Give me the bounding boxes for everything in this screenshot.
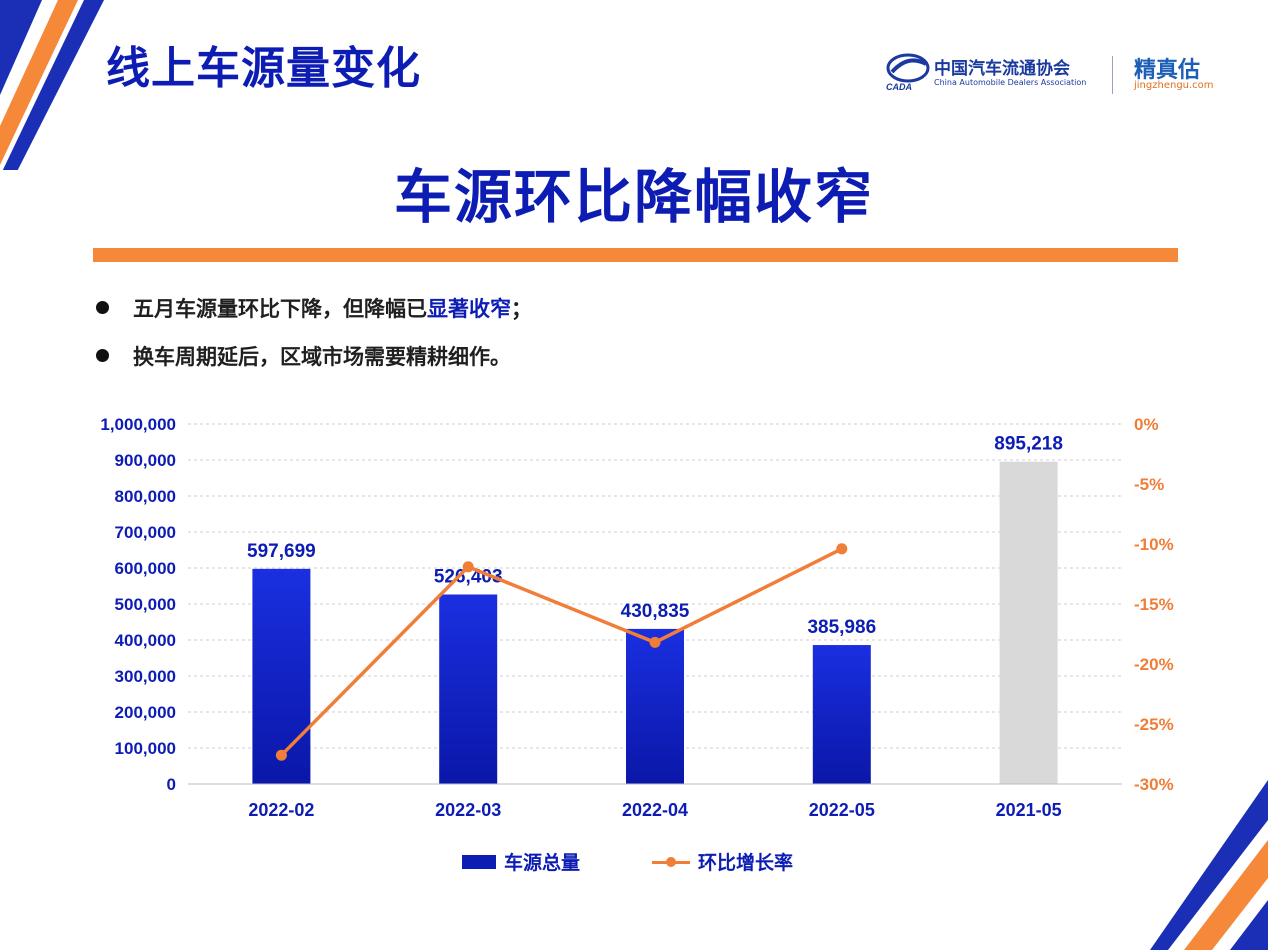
line-point xyxy=(836,543,848,555)
cada-logo-icon: CADA xyxy=(886,53,930,92)
bullet-item: 五月车源量环比下降，但降幅已显著收窄； xyxy=(96,293,532,323)
bar xyxy=(999,461,1058,784)
jzg-logo-url: jingzhengu.com xyxy=(1134,80,1214,91)
bar xyxy=(626,628,684,784)
left-axis-tick-label: 200,000 xyxy=(115,703,176,722)
left-axis-tick-label: 400,000 xyxy=(115,631,176,650)
top-left-stripes xyxy=(0,0,104,170)
left-axis-tick-label: 300,000 xyxy=(115,667,176,686)
bullet-dot-icon xyxy=(96,301,109,314)
line-point xyxy=(649,636,661,648)
growth-rate-line xyxy=(280,547,843,757)
bar-value-label: 385,986 xyxy=(807,617,876,638)
bar xyxy=(252,568,311,784)
legend-item-bars: 车源总量 xyxy=(462,848,580,875)
legend-bar-swatch-icon xyxy=(462,854,496,869)
cada-name-en: China Automobile Dealers Association xyxy=(934,78,1087,87)
bullet-text: 换车周期延后，区域市场需要精耕细作。 xyxy=(133,345,511,369)
legend-label-bars: 车源总量 xyxy=(504,852,581,874)
left-axis-tick-label: 1,000,000 xyxy=(100,415,176,434)
cada-name-cn: 中国汽车流通协会 xyxy=(934,59,1070,79)
x-axis-tick-label: 2022-02 xyxy=(248,800,314,820)
left-axis-tick-label: 700,000 xyxy=(115,523,176,542)
partner-logos: CADA 中国汽车流通协会 China Automobile Dealers A… xyxy=(884,48,1234,100)
legend-label-line: 环比增长率 xyxy=(698,852,794,874)
left-axis-tick-label: 100,000 xyxy=(115,739,176,758)
left-axis-tick-label: 900,000 xyxy=(115,451,176,470)
x-axis-tick-label: 2022-05 xyxy=(809,800,875,820)
headline-divider xyxy=(93,248,1178,262)
x-axis-tick-label: 2022-04 xyxy=(622,800,688,820)
bottom-right-stripes xyxy=(1150,780,1268,950)
right-axis-tick-label: -30% xyxy=(1134,775,1174,794)
left-axis-tick-label: 800,000 xyxy=(115,487,176,506)
right-axis-tick-label: -15% xyxy=(1134,595,1174,614)
bullet-highlight: 显著收窄 xyxy=(427,297,511,321)
line-point xyxy=(462,561,474,573)
legend-line-marker-icon xyxy=(652,855,690,869)
right-axis-tick-label: -25% xyxy=(1134,715,1174,734)
svg-text:CADA: CADA xyxy=(886,82,912,92)
x-axis-tick-label: 2022-03 xyxy=(435,800,501,820)
right-axis-tick-label: -5% xyxy=(1134,475,1164,494)
logo-divider xyxy=(1112,56,1113,94)
bullet-text: 五月车源量环比下降，但降幅已 xyxy=(133,297,427,321)
x-axis-tick-label: 2021-05 xyxy=(996,800,1062,820)
right-axis-tick-label: -20% xyxy=(1134,655,1174,674)
left-axis-tick-label: 600,000 xyxy=(115,559,176,578)
bullet-item: 换车周期延后，区域市场需要精耕细作。 xyxy=(96,341,511,371)
combo-chart: 0 100,000 200,000 300,000 400,000 500,000 600,… xyxy=(100,415,1174,820)
right-axis-tick-label: 0% xyxy=(1134,415,1159,434)
bar-value-label: 895,218 xyxy=(994,434,1063,455)
chart-legend: 车源总量 环比增长率 xyxy=(0,848,1268,878)
bar-value-label: 430,835 xyxy=(621,601,690,622)
right-axis-tick-label: -10% xyxy=(1134,535,1174,554)
bar xyxy=(439,594,498,784)
bar xyxy=(812,645,871,784)
left-axis-tick-label: 500,000 xyxy=(115,595,176,614)
page-title: 线上车源量变化 xyxy=(106,43,421,94)
left-axis-tick-label: 0 xyxy=(167,775,176,794)
legend-item-line: 环比增长率 xyxy=(652,848,793,875)
bullet-text-end: ； xyxy=(511,297,532,321)
line-point xyxy=(275,749,287,761)
headline: 车源环比降幅收窄 xyxy=(393,163,874,231)
bullet-dot-icon xyxy=(96,349,109,362)
bar-value-label: 597,699 xyxy=(247,541,316,562)
jzg-logo-name: 精真估 xyxy=(1134,58,1201,83)
